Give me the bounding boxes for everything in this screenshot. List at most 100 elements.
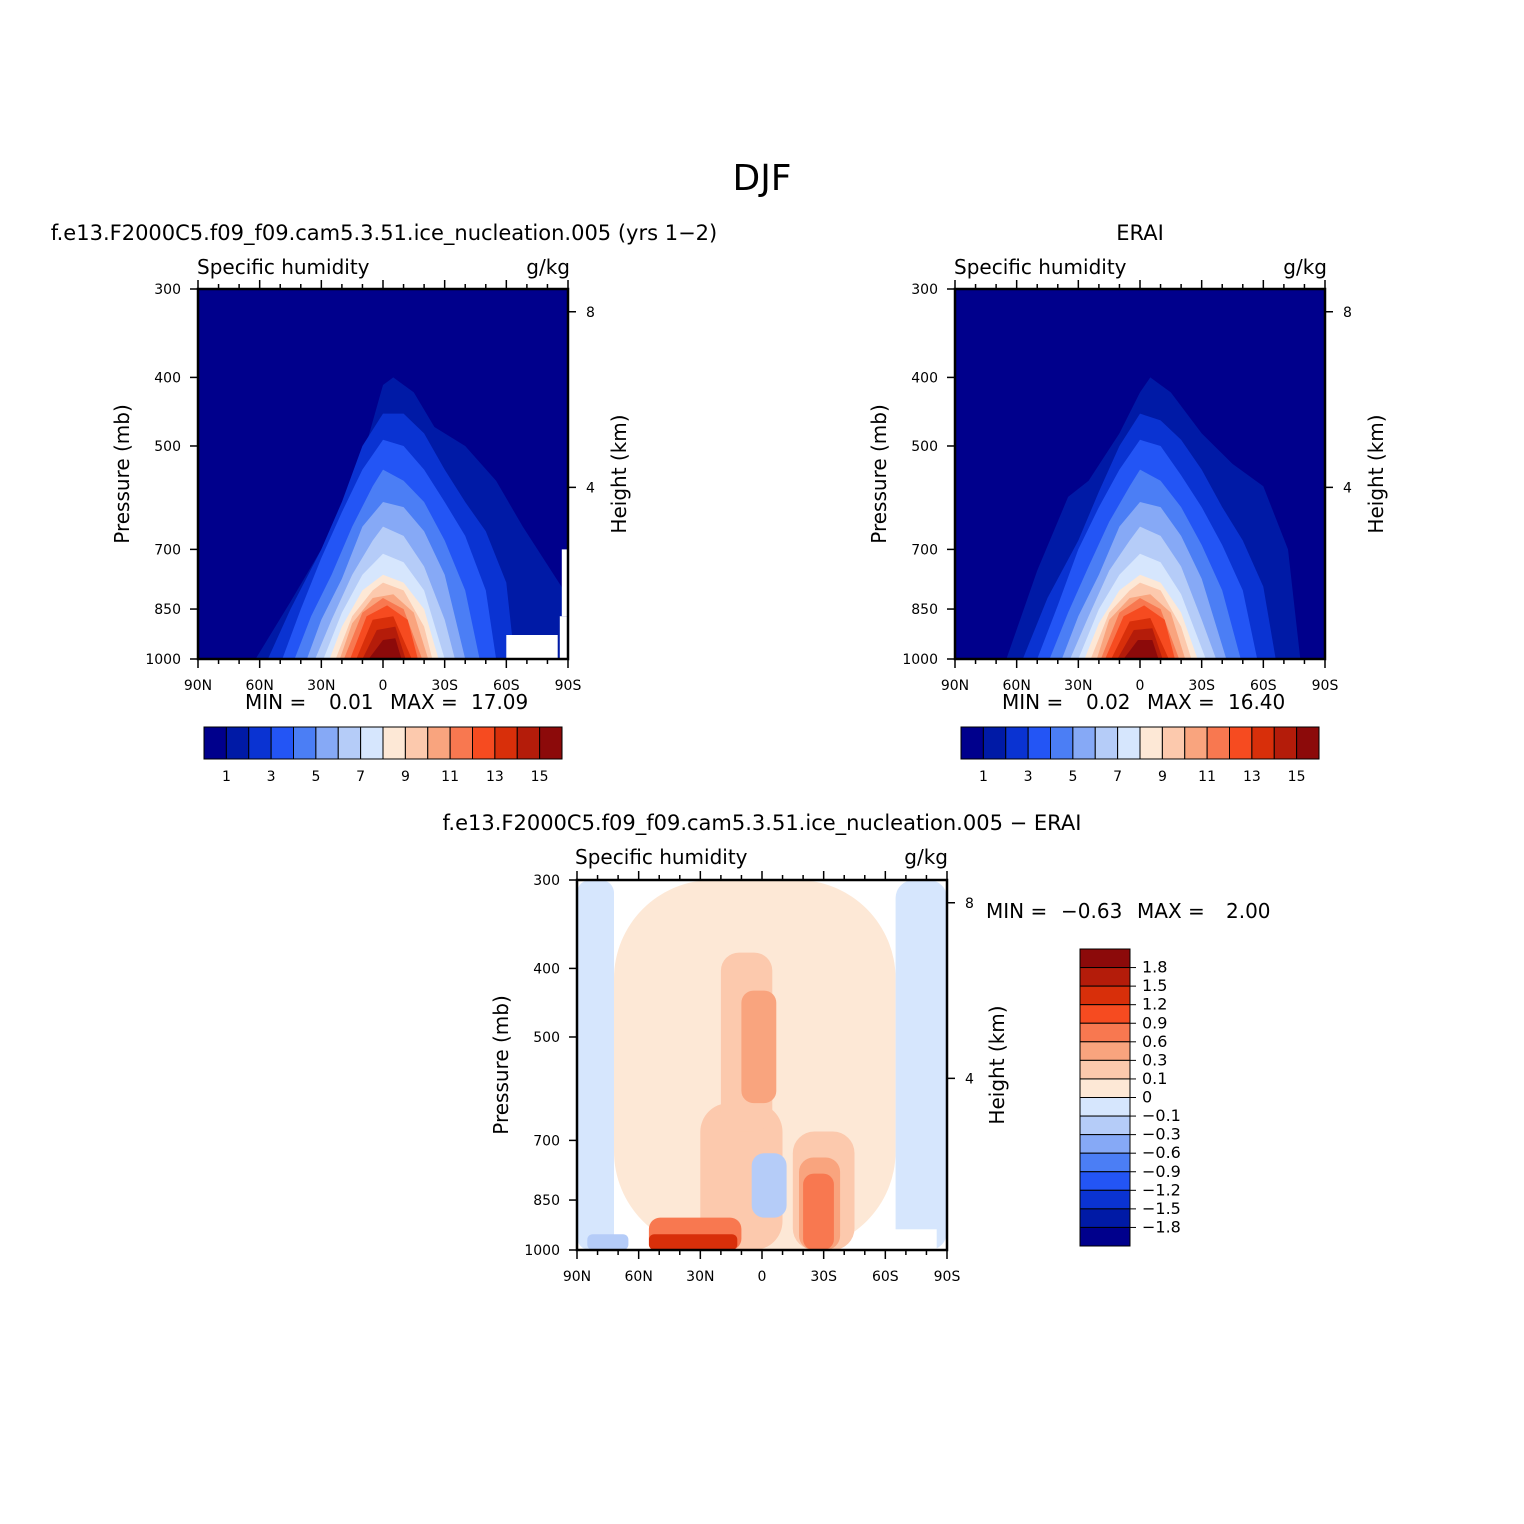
left-string-diff: Specific humidity [575, 845, 748, 869]
colorbar-box [1079, 948, 1131, 969]
y-tick-label: 500 [911, 439, 938, 455]
left-string-obs: Specific humidity [954, 255, 1127, 279]
colorbar-box [1079, 1041, 1131, 1061]
colorbar-label: −0.1 [1142, 1106, 1181, 1125]
x-tick-label: 30N [307, 678, 335, 694]
colorbar-label: 0.6 [1142, 1032, 1167, 1051]
x-tick-label: 0 [1136, 678, 1145, 694]
y-tick-label: 1000 [145, 652, 181, 668]
colorbar-obs: 1 3 5 7 9 11 13 15 [960, 726, 1320, 785]
ylabel-right-model: Height (km) [607, 414, 631, 533]
colorbar-label: 1 [979, 769, 988, 785]
x-tick-label: 30S [810, 1269, 837, 1285]
colorbar-box [1079, 1097, 1131, 1117]
colorbar-label: 11 [441, 769, 459, 785]
y-tick-label: 300 [154, 282, 181, 298]
colorbar-box [1005, 726, 1029, 760]
colorbar-label: −1.5 [1142, 1199, 1181, 1218]
y-tick-label: 300 [533, 873, 560, 889]
colorbar-box [494, 726, 518, 760]
figure-title: DJF [732, 158, 791, 199]
y-right-tick-label: 8 [586, 305, 595, 321]
right-string-model: g/kg [526, 255, 570, 279]
max-value-model: 17.09 [471, 690, 528, 714]
colorbar-box [1161, 726, 1186, 760]
colorbar-box [1079, 1171, 1131, 1191]
max-label-obs: MAX = [1147, 690, 1215, 714]
x-tick-label: 0 [379, 678, 388, 694]
colorbar-label: 5 [1068, 769, 1077, 785]
x-tick-label: 30N [1064, 678, 1092, 694]
contour-plot-diff [577, 880, 947, 1250]
colorbar-box [1079, 1078, 1131, 1098]
colorbar-box [1079, 1189, 1131, 1210]
colorbar-box [248, 726, 272, 760]
colorbar-label: −1.2 [1142, 1180, 1181, 1199]
colorbar-box [1079, 1059, 1131, 1080]
x-tick-label: 60N [625, 1269, 653, 1285]
topography-mask [559, 616, 568, 659]
panel-title-diff: f.e13.F2000C5.f09_f09.cam5.3.51.ice_nucl… [443, 811, 1082, 836]
colorbar-label: 1.2 [1142, 995, 1167, 1014]
colorbar-label: 11 [1198, 769, 1216, 785]
colorbar-box [1072, 726, 1096, 760]
colorbar-box [960, 726, 984, 760]
y-right-tick-label: 4 [1343, 480, 1352, 496]
axes-model: 90N 60N 30N 0 30S 60S 90S 300 400 500 700 850 1000 8 4 [145, 280, 595, 694]
colorbar-label: −1.8 [1142, 1217, 1181, 1236]
max-label-model: MAX = [390, 690, 458, 714]
colorbar-label: −0.9 [1142, 1162, 1181, 1181]
colorbar-box [1229, 726, 1253, 760]
min-label-obs: MIN = [1002, 690, 1063, 714]
ylabel-right-obs: Height (km) [1364, 414, 1388, 533]
y-tick-label: 400 [154, 370, 181, 386]
axes-diff: 90N 60N 30N 0 30S 60S 90S 300 400 500 700 850 1000 8 4 [524, 871, 974, 1285]
right-string-obs: g/kg [1283, 255, 1327, 279]
min-label-diff: MIN = [986, 899, 1047, 923]
x-tick-label: 90S [1312, 678, 1339, 694]
colorbar-box [404, 726, 429, 760]
colorbar-label: 9 [401, 769, 410, 785]
colorbar-label: 1.8 [1142, 958, 1167, 977]
colorbar-box [1079, 1208, 1131, 1228]
x-tick-label: 30N [686, 1269, 714, 1285]
x-tick-label: 60N [246, 678, 274, 694]
colorbar-box [1079, 1115, 1131, 1136]
colorbar-box [1079, 1134, 1131, 1154]
min-value-model: 0.01 [329, 690, 374, 714]
x-tick-label: 90S [555, 678, 582, 694]
colorbar-box [1117, 726, 1141, 760]
colorbar-box [1296, 726, 1320, 760]
colorbar-label: 3 [267, 769, 276, 785]
x-tick-label: 90N [563, 1269, 591, 1285]
colorbar-box [360, 726, 384, 760]
x-tick-label: 60S [493, 678, 520, 694]
ylabel-model: Pressure (mb) [110, 404, 134, 544]
x-tick-label: 90S [934, 1269, 961, 1285]
colorbar-box [449, 726, 474, 760]
y-right-tick-label: 4 [586, 480, 595, 496]
min-value-obs: 0.02 [1086, 690, 1131, 714]
colorbar-box [1079, 1004, 1131, 1024]
colorbar-label: 13 [1243, 769, 1261, 785]
colorbar-box [270, 726, 295, 760]
colorbar-label: 7 [356, 769, 365, 785]
diff-region-5 [741, 990, 777, 1104]
max-value-obs: 16.40 [1228, 690, 1285, 714]
left-string-model: Specific humidity [197, 255, 370, 279]
colorbar-box [1027, 726, 1052, 760]
colorbar-label: 15 [1288, 769, 1306, 785]
panel-obs: ERAI Specific humidity g/kg 90N 60N 30N 0 30… [867, 221, 1388, 785]
y-tick-label: 850 [154, 602, 181, 618]
colorbar-box [472, 726, 496, 760]
x-tick-label: 60S [872, 1269, 899, 1285]
colorbar-box [1184, 726, 1208, 760]
colorbar-box [982, 726, 1007, 760]
contour-plot-model [198, 289, 568, 659]
ylabel-obs: Pressure (mb) [867, 404, 891, 544]
y-tick-label: 400 [533, 961, 560, 977]
colorbar-box [315, 726, 339, 760]
topography-mask [506, 635, 558, 659]
contour-plot-obs [955, 289, 1325, 659]
